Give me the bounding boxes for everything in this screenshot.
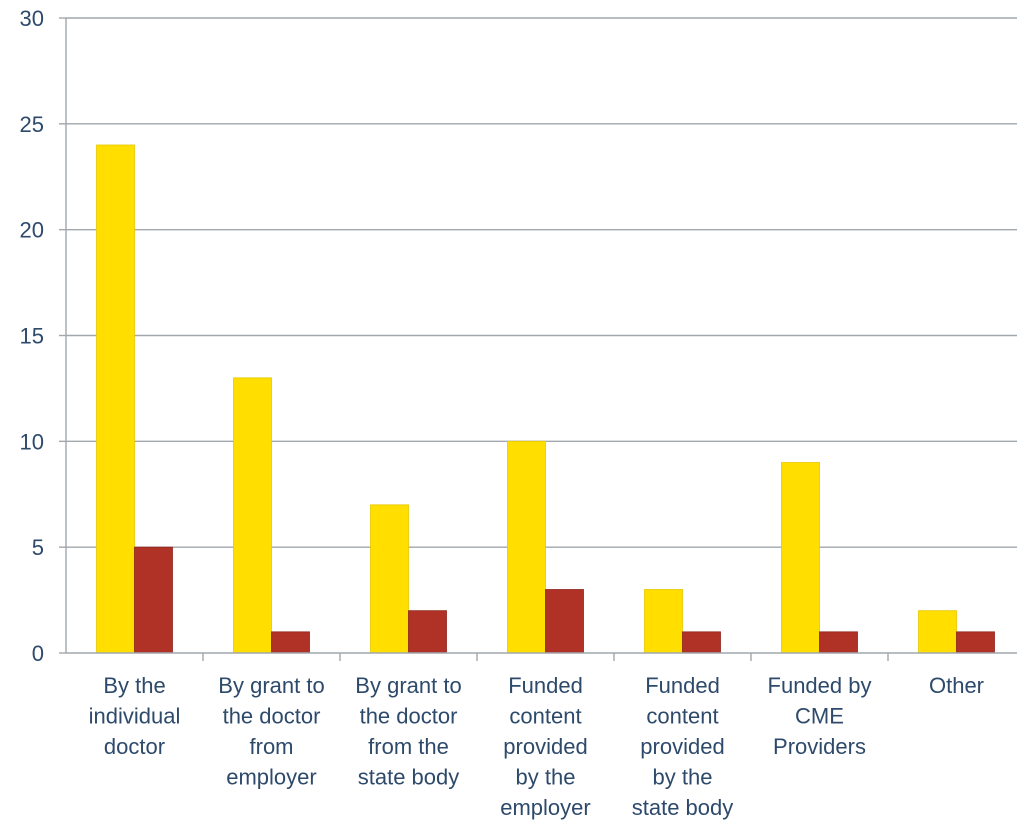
- x-category-label-line: Other: [929, 673, 984, 698]
- y-tick-label: 15: [20, 324, 44, 349]
- x-axis-labels: By the individual doctor By grant to the doc…: [89, 673, 984, 820]
- x-category-label-line: By grant to: [218, 673, 324, 698]
- x-category-label-line: content: [646, 704, 718, 729]
- x-category-label: By grant to the doctor from the state body: [355, 673, 461, 790]
- x-category-label: Funded content provided by the employer: [500, 673, 590, 820]
- x-category-label-line: Funded: [508, 673, 583, 698]
- x-category-label-line: CME: [795, 704, 844, 729]
- x-category-label: Other: [929, 673, 984, 698]
- x-category-label-line: state body: [632, 795, 734, 820]
- x-category-label-line: Providers: [773, 734, 866, 759]
- y-tick-label: 5: [32, 535, 44, 560]
- x-category-label-line: employer: [500, 795, 590, 820]
- y-tick-label: 20: [20, 218, 44, 243]
- x-category-label-line: content: [509, 704, 581, 729]
- bar-series-2: [409, 611, 447, 653]
- bar-series-1: [919, 611, 957, 653]
- bar-series-1: [508, 441, 546, 653]
- x-category-label-line: employer: [226, 765, 316, 790]
- bar-series-1: [782, 463, 820, 654]
- x-category-label-line: Funded by: [768, 673, 872, 698]
- x-category-label: Funded by CME Providers: [768, 673, 872, 759]
- y-tick-label: 0: [32, 641, 44, 666]
- x-category-label-line: from the: [368, 734, 449, 759]
- x-category-label-line: doctor: [104, 734, 165, 759]
- y-tick-label: 10: [20, 429, 44, 454]
- x-category-label-line: state body: [358, 765, 460, 790]
- x-category-label-line: by the: [516, 765, 576, 790]
- x-category-label-line: by the: [653, 765, 713, 790]
- y-axis-ticks: 0 5 10 15 20 25 30: [20, 6, 66, 666]
- x-category-label-line: By the: [103, 673, 165, 698]
- x-category-label-line: the doctor: [360, 704, 458, 729]
- bar-series-2: [957, 632, 995, 653]
- x-category-label: By the individual doctor: [89, 673, 181, 759]
- bar-series-1: [371, 505, 409, 653]
- bar-series-2: [820, 632, 858, 653]
- bar-series-2: [683, 632, 721, 653]
- bar-series-1: [234, 378, 272, 653]
- x-category-label-line: provided: [503, 734, 587, 759]
- x-category-label-line: the doctor: [223, 704, 321, 729]
- x-category-label-line: individual: [89, 704, 181, 729]
- bar-series-1: [645, 590, 683, 654]
- bar-series-1: [97, 145, 135, 653]
- x-category-label: By grant to the doctor from employer: [218, 673, 324, 790]
- y-tick-label: 30: [20, 6, 44, 31]
- x-category-label-line: By grant to: [355, 673, 461, 698]
- bars: [97, 145, 995, 653]
- bar-series-2: [272, 632, 310, 653]
- y-tick-label: 25: [20, 112, 44, 137]
- x-category-label-line: from: [250, 734, 294, 759]
- x-category-label: Funded content provided by the state body: [632, 673, 734, 820]
- bar-series-2: [135, 547, 173, 653]
- x-category-label-line: Funded: [645, 673, 720, 698]
- bar-series-2: [546, 590, 584, 654]
- x-category-label-line: provided: [640, 734, 724, 759]
